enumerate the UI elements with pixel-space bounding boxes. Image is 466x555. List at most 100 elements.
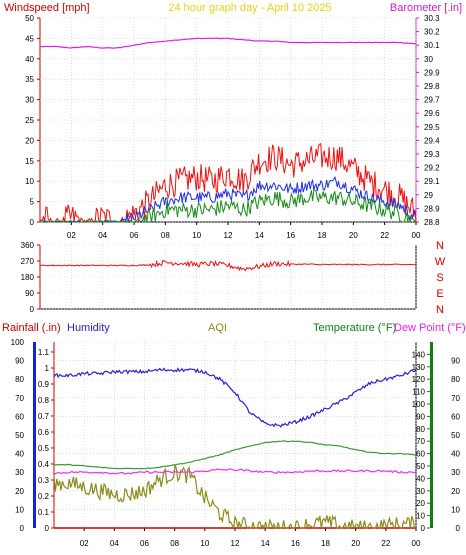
humidity-tick-label: 80 <box>15 375 24 384</box>
temperature-tick-label: 10 <box>416 512 425 521</box>
barometer-tick-label: 28.8 <box>424 218 440 227</box>
barometer-tick-label: 30.3 <box>424 14 440 23</box>
legend-dew-point: Dew Point (°F) <box>394 322 466 334</box>
barometer-tick-label: 30.2 <box>424 28 440 37</box>
compass-label: N <box>436 240 444 252</box>
rainfall-tick-label: 0.4 <box>38 460 50 469</box>
humidity-tick-label: 40 <box>15 450 24 459</box>
humidity-tick-label: 70 <box>15 394 24 403</box>
rainfall-tick-label: 1.1 <box>38 348 50 357</box>
rainfall-tick-label: 0 <box>45 524 50 533</box>
legend-humidity: Humidity <box>67 322 110 334</box>
wind-barometer-panel: 0 5 10 15 20 25 30 35 40 45 50 28.8 28.9 29 29.1 29.2 29… <box>25 14 440 240</box>
wind-xtick-label: 12 <box>224 231 233 240</box>
legend-aqi: AQI <box>208 322 227 334</box>
aqi-tick-label: 70 <box>451 394 460 403</box>
rainfall-tick-label: 1 <box>45 364 50 373</box>
rainfall-tick-label: 0.7 <box>38 412 50 421</box>
wind-xtick-label: 22 <box>380 231 389 240</box>
aqi-tick-label: 10 <box>451 505 460 514</box>
compass-label: S <box>436 272 443 284</box>
wind-xtick-label: 10 <box>192 231 201 240</box>
climate-xtick-label: 14 <box>261 539 270 548</box>
aqi-tick-label: 80 <box>451 375 460 384</box>
aqi-series-line <box>53 464 417 531</box>
wind-xtick-label: 14 <box>255 231 264 240</box>
barometer-tick-label: 29.2 <box>424 164 440 173</box>
temperature-tick-label: 0 <box>421 524 426 533</box>
compass-label: E <box>436 288 443 300</box>
rainfall-tick-label: 0.1 <box>38 508 50 517</box>
rainfall-axis-title: Rainfall (.in) <box>2 322 61 334</box>
windspeed-tick-label: 45 <box>25 34 34 43</box>
wind-xtick-label: 18 <box>318 231 327 240</box>
temperature-tick-label: 60 <box>416 450 425 459</box>
climate-xtick-label: 04 <box>110 539 119 548</box>
climate-xtick-label: 12 <box>231 539 240 548</box>
direction-tick-label: 360 <box>21 241 35 250</box>
wind-xtick-label: 16 <box>286 231 295 240</box>
wind-xtick-label: 02 <box>67 231 76 240</box>
barometer-tick-label: 29.7 <box>424 96 440 105</box>
rainfall-tick-label: 0.5 <box>38 444 50 453</box>
windspeed-tick-label: 10 <box>25 177 34 186</box>
aqi-tick-label: 30 <box>451 468 460 477</box>
wind-xtick-label: 20 <box>349 231 358 240</box>
rainfall-tick-label: 0.3 <box>38 476 50 485</box>
windspeed-tick-label: 25 <box>25 116 34 125</box>
rainfall-tick-label: 0.2 <box>38 492 50 501</box>
temperature-axis-bar <box>430 342 433 528</box>
barometer-tick-label: 29.5 <box>424 123 440 132</box>
humidity-tick-label: 60 <box>15 412 24 421</box>
barometer-tick-label: 29.6 <box>424 109 440 118</box>
temperature-tick-label: 40 <box>416 474 425 483</box>
temperature-tick-label: 30 <box>416 487 425 496</box>
humidity-tick-label: 100 <box>11 338 25 347</box>
aqi-tick-label: 0 <box>456 524 461 533</box>
wind-min-series-line <box>40 189 417 223</box>
humidity-tick-label: 90 <box>15 357 24 366</box>
rainfall-tick-label: 0.8 <box>38 396 50 405</box>
direction-tick-label: 180 <box>21 273 35 282</box>
barometer-series-line <box>39 37 417 49</box>
windspeed-tick-label: 20 <box>25 136 34 145</box>
barometer-tick-label: 29.1 <box>424 177 440 186</box>
barometer-tick-label: 30.1 <box>424 41 440 50</box>
temperature-tick-label: 120 <box>412 375 426 384</box>
barometer-tick-label: 29.9 <box>424 68 440 77</box>
barometer-tick-label: 29.4 <box>424 136 440 145</box>
climate-xtick-label: 02 <box>80 539 89 548</box>
climate-panel: 010203040506070809010000.10.20.30.40.50.… <box>11 338 461 548</box>
temperature-series-line <box>53 440 417 470</box>
wind-xtick-label: 06 <box>130 231 139 240</box>
wind-xtick-label: 08 <box>161 231 170 240</box>
barometer-tick-label: 30 <box>424 55 433 64</box>
climate-xtick-label: 00 <box>412 539 421 548</box>
climate-xtick-label: 10 <box>200 539 209 548</box>
compass-label: N <box>436 304 444 316</box>
wind-xtick-label: 04 <box>98 231 107 240</box>
wind-gust-series-line <box>39 143 417 224</box>
humidity-tick-label: 0 <box>20 524 25 533</box>
temperature-tick-label: 20 <box>416 499 425 508</box>
humidity-series-line <box>53 367 417 428</box>
windspeed-tick-label: 35 <box>25 75 34 84</box>
humidity-tick-label: 10 <box>15 505 24 514</box>
dew-point-series-line <box>53 468 417 475</box>
barometer-tick-label: 28.9 <box>424 204 440 213</box>
humidity-axis-bar <box>33 342 36 528</box>
compass-label: W <box>435 256 446 268</box>
temperature-tick-label: 90 <box>416 412 425 421</box>
aqi-tick-label: 20 <box>451 487 460 496</box>
windspeed-tick-label: 5 <box>30 198 35 207</box>
temperature-tick-label: 110 <box>412 388 425 397</box>
temperature-tick-label: 80 <box>416 425 425 434</box>
climate-xtick-label: 20 <box>351 539 360 548</box>
direction-tick-label: 270 <box>21 257 35 266</box>
humidity-tick-label: 30 <box>15 468 24 477</box>
windspeed-tick-label: 50 <box>25 14 34 23</box>
aqi-tick-label: 40 <box>451 450 460 459</box>
rainfall-tick-label: 0.6 <box>38 428 50 437</box>
